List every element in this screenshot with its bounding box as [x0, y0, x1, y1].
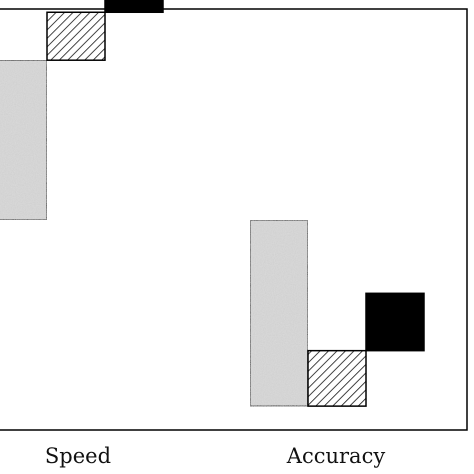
- x-tick-label-accuracy: Accuracy: [286, 444, 386, 468]
- bar-accuracy-stipple: [249, 219, 309, 407]
- x-tick-label-speed: Speed: [45, 444, 111, 468]
- plot-frame: [0, 8, 468, 431]
- bar-speed-hatch: [46, 11, 106, 61]
- bar-accuracy-solid: [365, 292, 425, 352]
- bar-speed-solid: [104, 0, 164, 14]
- bar-accuracy-hatch: [307, 349, 367, 407]
- bar-speed-stipple: [0, 59, 48, 221]
- bars-group: [0, 0, 425, 407]
